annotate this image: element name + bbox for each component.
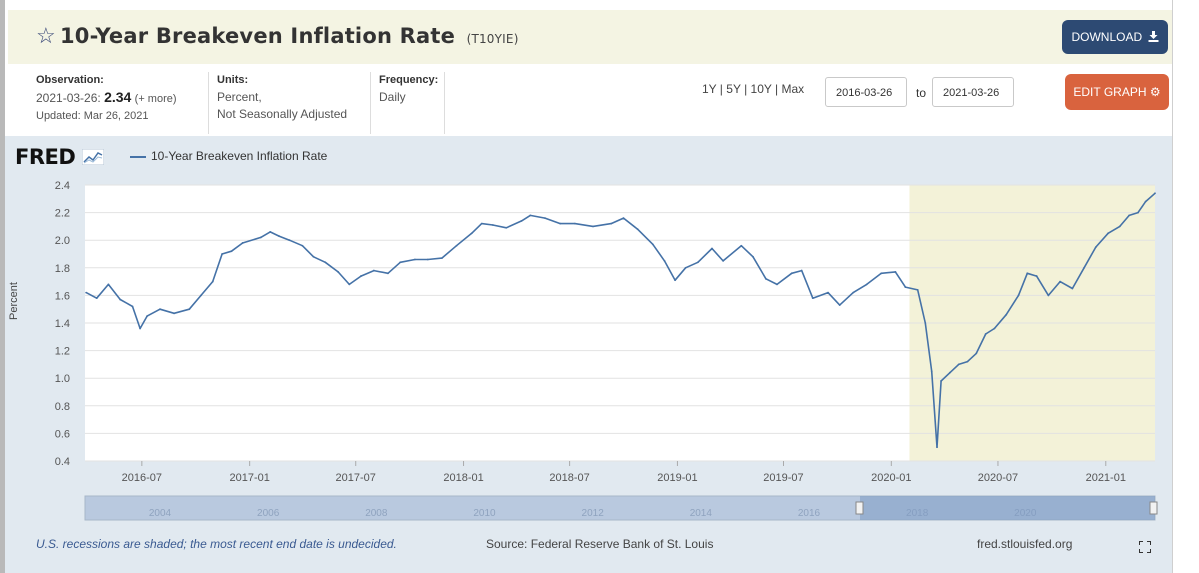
download-button[interactable]: DOWNLOAD (1062, 20, 1168, 54)
site-url[interactable]: fred.stlouisfed.org (977, 537, 1073, 551)
frequency-label: Frequency: (379, 74, 439, 86)
range-selector: 1Y | 5Y | 10Y | Max (702, 82, 805, 96)
updated-date: Updated: Mar 26, 2021 (36, 110, 149, 122)
frequency-block: Frequency: Daily (379, 72, 438, 106)
observation-line: 2021-03-26: 2.34 (+ more) (36, 89, 177, 108)
divider (208, 72, 209, 134)
range-1y[interactable]: 1Y (702, 82, 717, 96)
units-line1: Percent, (217, 90, 262, 104)
units-label: Units: (217, 74, 249, 86)
y-axis-label: Percent (8, 282, 20, 320)
edit-graph-button[interactable]: EDIT GRAPH ⚙ (1065, 74, 1169, 110)
observation-label: Observation: (36, 74, 104, 86)
end-date-input[interactable]: 2021-03-26 (932, 77, 1014, 107)
star-outline-icon[interactable]: ☆ (36, 23, 56, 48)
chart-area (5, 136, 1172, 573)
units-line2: Not Seasonally Adjusted (217, 107, 348, 121)
start-date-input[interactable]: 2016-03-26 (825, 77, 907, 107)
info-bar: Observation: 2021-03-26: 2.34 (+ more) U… (8, 64, 1172, 136)
fred-logo-text: FRED (15, 145, 76, 169)
fred-logo: FRED (15, 145, 105, 169)
legend-swatch (130, 156, 146, 158)
title-text: 10-Year Breakeven Inflation Rate (60, 24, 456, 48)
left-border (0, 0, 5, 573)
gear-icon: ⚙ (1149, 85, 1161, 99)
frequency-value: Daily (379, 90, 406, 104)
range-max[interactable]: Max (781, 82, 805, 96)
observation-date: 2021-03-26: (36, 91, 101, 105)
observation-value: 2.34 (104, 89, 132, 105)
right-scroll-region[interactable] (1172, 0, 1199, 573)
divider (444, 72, 445, 134)
download-icon (1148, 31, 1158, 42)
range-10y[interactable]: 10Y (750, 82, 772, 96)
legend-label: 10-Year Breakeven Inflation Rate (151, 149, 328, 163)
observation-more-link[interactable]: (+ more) (134, 93, 177, 105)
edit-graph-label: EDIT GRAPH (1073, 85, 1147, 99)
source-text: Source: Federal Reserve Bank of St. Loui… (486, 537, 714, 551)
fred-logo-graph-icon (81, 148, 105, 166)
fullscreen-icon[interactable] (1139, 541, 1151, 553)
units-block: Units: Percent, Not Seasonally Adjusted (217, 72, 347, 123)
divider (370, 72, 371, 134)
download-label: DOWNLOAD (1071, 30, 1143, 44)
observation-block: Observation: 2021-03-26: 2.34 (+ more) U… (36, 72, 177, 125)
page-title: 10-Year Breakeven Inflation Rate (T10YIE… (60, 24, 519, 48)
series-id: (T10YIE) (466, 32, 519, 46)
recession-note: U.S. recessions are shaded; the most rec… (36, 537, 397, 551)
graph-header: ☆ 10-Year Breakeven Inflation Rate (T10Y… (8, 10, 1172, 64)
range-5y[interactable]: 5Y (726, 82, 741, 96)
to-label: to (916, 86, 927, 100)
